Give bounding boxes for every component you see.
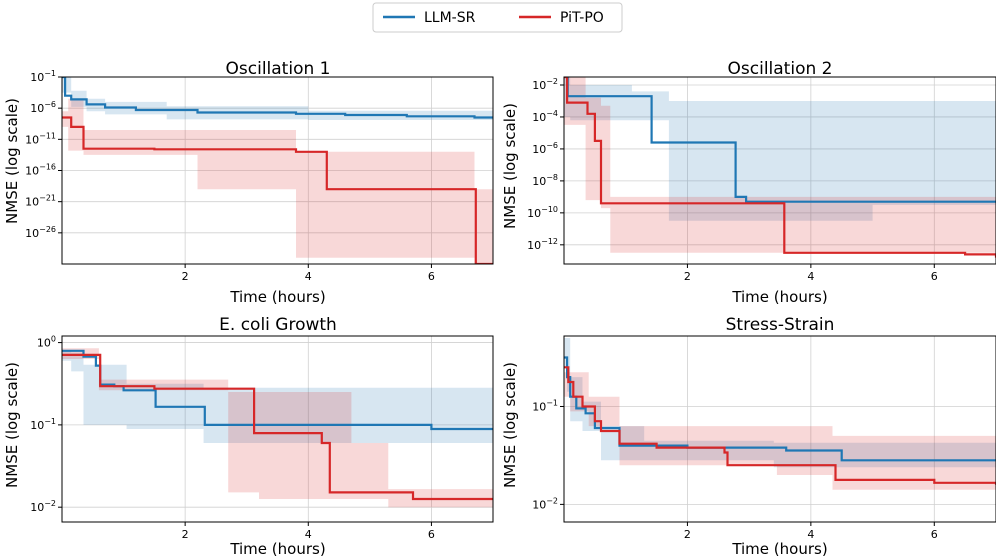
x-axis-label: Time (hours): [229, 288, 325, 306]
y-tick-label: 10−11: [25, 131, 56, 146]
series-line-llm-sr: [62, 77, 493, 119]
legend-box: [372, 2, 623, 33]
x-tick-label: 4: [305, 270, 312, 283]
y-axis-label: NMSE (log scale): [3, 362, 21, 488]
x-tick-label: 2: [182, 528, 189, 541]
plot-area: 2 4 6 100 10−1 10−2: [30, 335, 494, 541]
y-tick-label: 100: [37, 335, 56, 350]
x-axis-label: Time (hours): [229, 540, 325, 558]
series-line-pit-po: [564, 77, 996, 258]
legend-label-llm-sr: LLM-SR: [424, 10, 476, 26]
panel-e-coli-growth: E. coli Growth Time (hours) NMSE (log sc…: [3, 315, 494, 558]
panel-stress-strain: Stress-Strain Time (hours) NMSE (log sca…: [501, 315, 996, 558]
y-tick-label: 10−2: [532, 496, 558, 511]
y-tick-label: 10−8: [532, 173, 558, 188]
y-tick-label: 10−16: [25, 163, 56, 178]
y-tick-label: 10−1: [30, 417, 56, 432]
y-tick-label: 10−12: [527, 237, 558, 252]
series-line-pit-po: [62, 353, 493, 501]
band-llm-sr: [564, 338, 996, 468]
y-tick-label: 10−4: [532, 109, 558, 124]
legend: LLM-SR PiT-PO: [372, 2, 623, 33]
y-tick-label: 10−21: [25, 194, 56, 209]
x-tick-label: 2: [182, 270, 189, 283]
y-tick-label: 10−2: [532, 77, 558, 92]
series-line-pit-po: [62, 116, 493, 264]
y-tick-label: 10−6: [30, 100, 56, 115]
plot-area: 2 4 6 10−1 10−2: [532, 335, 996, 541]
axes-frame: [563, 76, 996, 265]
y-axis-label: NMSE (log scale): [501, 103, 519, 229]
y-axis-label: NMSE (log scale): [501, 362, 519, 488]
panel-oscillation-2: Oscillation 2 Time (hours) NMSE (log sca…: [501, 59, 996, 306]
axes-frame: [563, 335, 996, 523]
y-tick-label: 10−1: [532, 398, 558, 413]
panel-title: Oscillation 1: [226, 59, 331, 79]
axes-frame: [61, 335, 494, 523]
y-tick-label: 10−2: [30, 499, 56, 514]
band-pit-po: [564, 372, 996, 490]
x-tick-label: 2: [684, 528, 691, 541]
band-llm-sr: [62, 350, 493, 443]
x-tick-label: 4: [305, 528, 312, 541]
x-tick-label: 4: [807, 270, 814, 283]
panel-title: Stress-Strain: [726, 315, 835, 335]
x-tick-label: 6: [931, 528, 938, 541]
series-line-llm-sr: [62, 349, 493, 431]
x-tick-label: 6: [931, 270, 938, 283]
x-axis-label: Time (hours): [731, 540, 827, 558]
legend-label-pit-po: PiT-PO: [560, 10, 604, 26]
y-tick-label: 10−10: [527, 205, 558, 220]
y-axis-label: NMSE (log scale): [3, 98, 21, 224]
panel-oscillation-1: Oscillation 1 Time (hours) NMSE (log sca…: [3, 59, 494, 306]
x-tick-label: 6: [428, 528, 435, 541]
x-tick-label: 2: [684, 270, 691, 283]
y-tick-label: 10−26: [25, 225, 56, 240]
panel-title: Oscillation 2: [728, 59, 833, 79]
x-tick-label: 4: [807, 528, 814, 541]
y-tick-label: 10−1: [30, 69, 56, 84]
band-pit-po: [62, 98, 493, 264]
band-llm-sr: [564, 77, 996, 221]
plot-area: 2 4 6 10−2 10−4 10−6 10−8 10−10 10−12: [527, 76, 996, 283]
y-tick-label: 10−6: [532, 141, 558, 156]
panel-title: E. coli Growth: [219, 315, 337, 335]
band-pit-po: [564, 77, 996, 253]
series-line-pit-po: [564, 366, 996, 485]
x-tick-label: 6: [428, 270, 435, 283]
series-line-llm-sr: [564, 356, 996, 462]
x-axis-label: Time (hours): [731, 288, 827, 306]
plot-area: 2 4 6 10−1 10−6 10−11 10−16 10−21 10−26: [25, 69, 494, 283]
